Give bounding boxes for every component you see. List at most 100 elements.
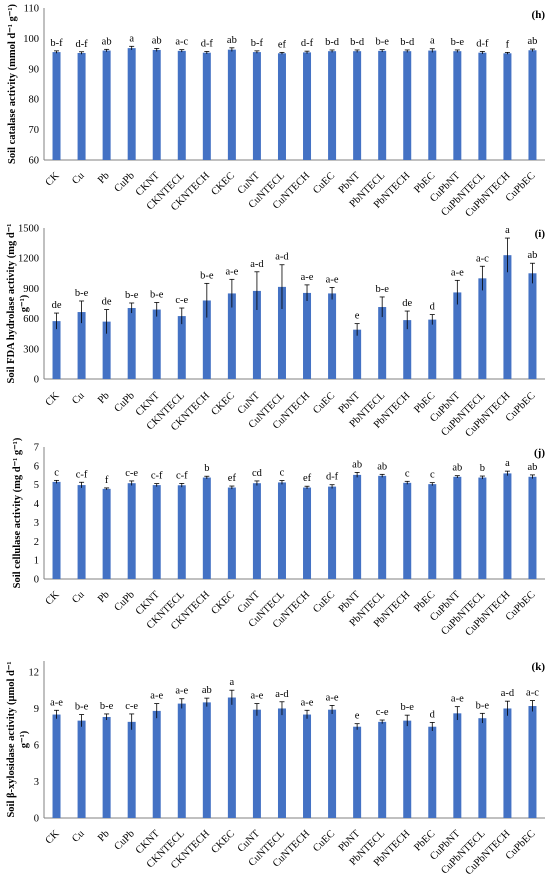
y-tick-label: 100: [23, 34, 39, 45]
significance-letter: f: [506, 39, 510, 50]
significance-letter: b-e: [476, 700, 490, 711]
x-tick-label: CK: [44, 170, 62, 188]
significance-letter: c: [405, 468, 410, 479]
bar: [478, 477, 487, 579]
significance-letter: ef: [278, 39, 287, 50]
significance-letter: a: [430, 36, 435, 47]
significance-letter: a-c: [526, 688, 539, 699]
significance-letter: de: [402, 298, 412, 309]
significance-letter: b-d: [350, 37, 365, 48]
y-axis-label: Soil catalase activity (mmol d⁻¹ g⁻¹): [7, 4, 18, 164]
significance-letter: a-e: [326, 274, 339, 285]
bar: [202, 477, 211, 579]
significance-letter: d-f: [301, 38, 314, 49]
significance-letter: a-e: [175, 686, 188, 697]
significance-letter: b-e: [75, 288, 89, 299]
chart-panel-j: 0 1 2 3 4 5 6 7 Soil cellulase activity (mg d⁻¹ …: [12, 437, 545, 638]
significance-letter: c-f: [151, 471, 163, 482]
bar: [102, 716, 111, 818]
bar: [152, 710, 161, 818]
significance-letter: b-d: [400, 37, 415, 48]
y-axis-label: Soil cellulase activity (mg d⁻¹ g⁻¹): [12, 437, 23, 588]
y-tick-label: 60: [29, 156, 40, 167]
bar: [227, 487, 236, 579]
bar: [177, 316, 186, 379]
significance-letter: c-f: [176, 470, 188, 481]
y-axis-label-line: g⁻¹): [19, 294, 30, 312]
y-tick-label: 0: [34, 814, 39, 825]
significance-letter: ef: [228, 473, 237, 484]
significance-letter: ab: [377, 461, 387, 472]
bar: [177, 50, 186, 160]
bar: [77, 312, 86, 379]
significance-letter: b-e: [375, 284, 389, 295]
bar: [52, 321, 61, 379]
significance-letter: a: [230, 677, 235, 688]
bar: [453, 292, 462, 379]
significance-letter: c-e: [125, 468, 138, 479]
significance-letter: a-e: [301, 272, 314, 283]
bar: [528, 476, 537, 579]
bar: [77, 485, 86, 579]
bar: [202, 52, 211, 160]
significance-letter: ab: [102, 36, 112, 47]
x-tick-label: Cu: [70, 828, 87, 845]
x-tick-label: CKEC: [209, 589, 237, 617]
bar: [252, 52, 261, 160]
bar: [453, 476, 462, 579]
bar: [528, 273, 537, 379]
bar: [303, 292, 312, 379]
y-tick-label: 1200: [18, 254, 39, 265]
x-tick-label: Cu: [70, 589, 87, 606]
bar: [478, 278, 487, 379]
significance-letter: b: [480, 463, 485, 474]
significance-letter: d-f: [201, 38, 214, 49]
significance-letter: a: [505, 458, 510, 469]
significance-letter: d: [430, 709, 436, 720]
bar: [428, 484, 437, 579]
significance-letter: a-c: [476, 253, 489, 264]
bar: [378, 307, 387, 379]
bar: [478, 718, 487, 818]
bar: [478, 52, 487, 160]
significance-letter: d: [430, 302, 436, 313]
bar: [353, 474, 362, 579]
y-tick-label: 6: [34, 461, 39, 472]
bar: [328, 486, 337, 579]
chart-panel-h: 60 70 80 90 100 110 Soil catalase activity (mm…: [7, 4, 545, 220]
bar: [102, 488, 111, 579]
significance-letter: a: [129, 33, 134, 44]
panel-label: (k): [532, 661, 546, 673]
y-tick-label: 900: [23, 284, 39, 295]
bar: [127, 721, 136, 818]
significance-letter: b: [204, 463, 209, 474]
bar: [77, 720, 86, 818]
bar: [353, 726, 362, 818]
x-tick-label: Pb: [96, 589, 112, 605]
significance-letter: cd: [252, 468, 263, 479]
x-tick-label: Pb: [96, 828, 112, 844]
bar: [227, 293, 236, 379]
bar: [252, 709, 261, 818]
bar: [152, 309, 161, 379]
significance-letter: c-e: [125, 701, 138, 712]
significance-letter: ab: [152, 35, 162, 46]
x-tick-label: Cu: [70, 390, 87, 407]
bar: [328, 709, 337, 818]
significance-letter: a-e: [150, 691, 163, 702]
significance-letter: b-e: [375, 37, 389, 48]
significance-letter: d-f: [326, 472, 339, 483]
significance-letter: c-e: [175, 295, 188, 306]
significance-letter: b-e: [100, 701, 114, 712]
bar: [353, 51, 362, 160]
y-tick-label: 0: [34, 575, 39, 586]
bar: [353, 329, 362, 379]
significance-letter: b-f: [50, 38, 63, 49]
significance-letter: b-e: [200, 270, 214, 281]
bar: [127, 308, 136, 379]
significance-letter: b-d: [325, 37, 340, 48]
significance-letter: a-c: [175, 37, 188, 48]
bar: [378, 721, 387, 818]
significance-letter: d-f: [476, 38, 489, 49]
bar: [378, 50, 387, 160]
